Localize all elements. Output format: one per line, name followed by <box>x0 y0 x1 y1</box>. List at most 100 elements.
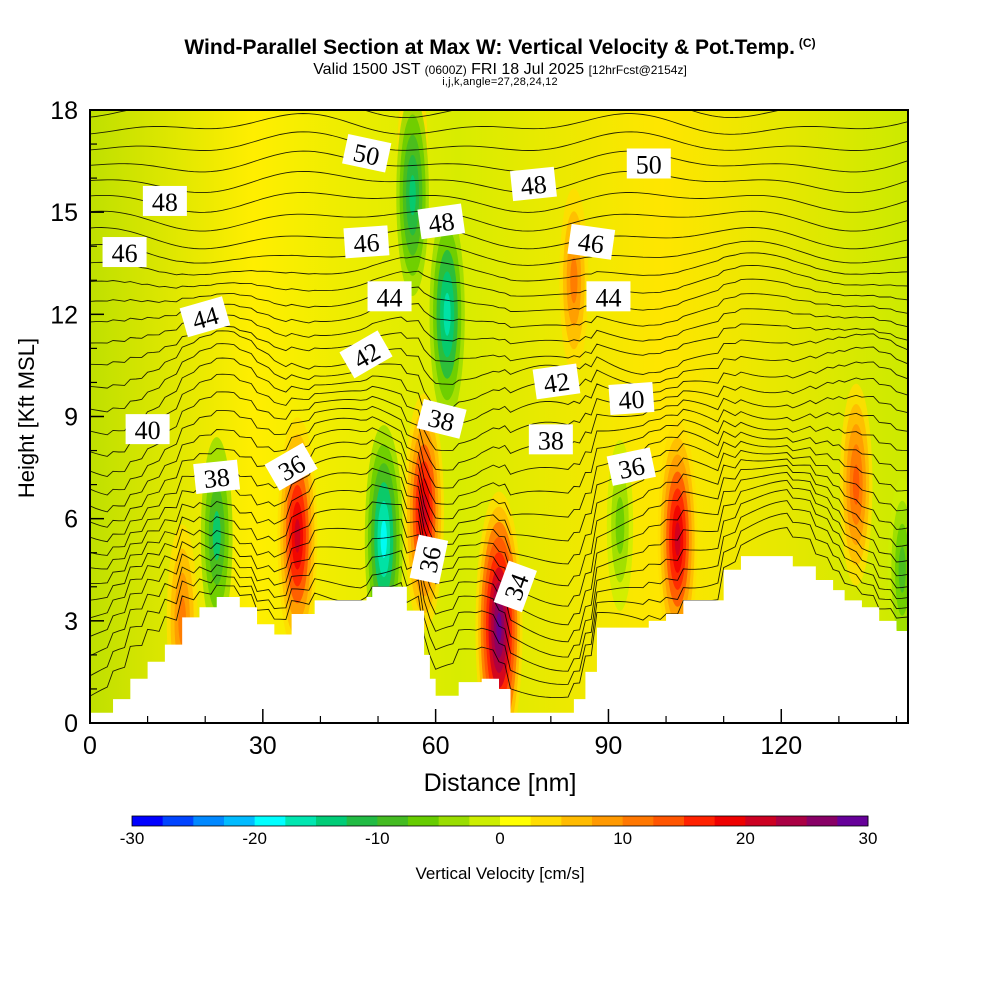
updraft-cell <box>657 420 698 658</box>
contour-label-box <box>264 442 318 491</box>
contour-label-box <box>342 134 392 173</box>
contour-label-box <box>493 560 537 613</box>
contour-label: 44 <box>179 296 231 338</box>
downdraft-cell <box>396 110 429 296</box>
colorbar-swatch <box>285 816 317 826</box>
y-tick-label: 18 <box>50 97 78 125</box>
contour-label: 42 <box>532 363 581 400</box>
contour-label: 48 <box>417 203 466 240</box>
colorbar-swatch <box>622 816 654 826</box>
theta-contour-line <box>90 427 908 528</box>
colorbar-swatch <box>745 816 777 826</box>
theta-contour-line <box>90 416 908 513</box>
velocity-band <box>674 522 681 557</box>
colorbar-tick-label: 30 <box>859 829 878 848</box>
contour-label: 44 <box>586 281 631 312</box>
contour-label-text: 46 <box>112 239 138 268</box>
theta-contour-line <box>90 512 908 685</box>
contour-label: 44 <box>367 281 412 312</box>
contour-label: 46 <box>567 223 616 260</box>
contour-label-text: 44 <box>377 283 403 312</box>
colorbar-swatch <box>530 816 562 826</box>
theta-contour-line <box>90 131 908 151</box>
theta-contour-line <box>90 110 783 119</box>
contour-label: 40 <box>608 381 655 415</box>
theta-contour-line <box>90 471 908 626</box>
colorbar-tick-label: 0 <box>495 829 504 848</box>
contour-label: 36 <box>606 447 656 486</box>
contour-label-box <box>179 296 231 338</box>
colorbar-swatch <box>438 816 470 826</box>
chart-title: Wind-Parallel Section at Max W: Vertical… <box>0 36 1000 60</box>
velocity-band <box>421 494 427 529</box>
colorbar-swatch <box>837 816 869 826</box>
valid-date: FRI 18 Jul 2025 <box>471 61 585 78</box>
x-tick-label: 90 <box>595 732 623 760</box>
y-tick-label: 3 <box>64 608 78 636</box>
colorbar-swatch <box>806 816 838 826</box>
contour-label: 46 <box>343 225 390 259</box>
contour-label-text: 48 <box>519 170 548 202</box>
colorbar-label: Vertical Velocity [cm/s] <box>415 864 585 883</box>
title-text: Wind-Parallel Section at Max W: Vertical… <box>184 36 795 59</box>
velocity-band <box>294 518 301 553</box>
contour-label: 50 <box>342 134 392 173</box>
theta-contour-line <box>90 227 908 250</box>
velocity-band <box>570 257 578 304</box>
contour-label-text: 42 <box>542 367 572 399</box>
colorbar-swatch <box>316 816 348 826</box>
colorbar-tick-label: 20 <box>736 829 755 848</box>
theta-contour-line <box>90 323 908 366</box>
contour-label: 38 <box>193 459 241 495</box>
colorbar-swatch <box>776 816 808 826</box>
grid-indices: i,j,k,angle=27,28,24,12 <box>442 76 558 88</box>
theta-contour-line <box>90 330 908 389</box>
theta-contour-line <box>90 240 908 266</box>
theta-contour-line <box>90 192 908 213</box>
downdraft-cell <box>887 477 908 662</box>
theta-contour-line <box>90 500 908 672</box>
contour-label-box <box>125 414 170 445</box>
contour-label-text: 46 <box>576 227 606 259</box>
contour-label-text: 50 <box>351 138 382 172</box>
colorbar-swatch <box>132 816 164 826</box>
theta-contour-line <box>90 278 908 312</box>
contour-label-box <box>102 237 147 268</box>
velocity-band <box>409 174 416 216</box>
theta-contour-line <box>90 489 908 658</box>
updraft-cell <box>475 491 523 723</box>
contour-label-box <box>528 424 573 455</box>
contour-label-text: 38 <box>202 463 231 495</box>
contour-label: 38 <box>528 424 573 455</box>
velocity-band <box>496 612 502 643</box>
y-tick-label: 9 <box>64 404 78 432</box>
colorbar-tick-label: -10 <box>365 829 390 848</box>
contour-label-box <box>417 203 466 240</box>
contour-label-text: 36 <box>413 544 447 575</box>
contour-label-box <box>142 185 187 216</box>
theta-contour-line <box>90 357 908 436</box>
x-tick-label: 30 <box>249 732 277 760</box>
velocity-band <box>212 511 221 561</box>
y-tick-label: 0 <box>64 710 78 738</box>
colorbar-swatch <box>408 816 440 826</box>
contour-label-box <box>532 363 581 400</box>
contour-label-box <box>626 148 671 179</box>
contour-label-text: 40 <box>135 416 161 445</box>
theta-contour-line <box>90 458 908 587</box>
utc-time: (0600Z) <box>424 63 467 77</box>
colorbar-swatch <box>162 816 194 826</box>
theta-contour-line <box>90 252 908 282</box>
theta-contour-line <box>90 343 908 413</box>
contour-label: 48 <box>142 185 187 217</box>
forecast-info: [12hrFcst@2154z] <box>588 63 687 77</box>
contour-label: 40 <box>125 414 170 445</box>
contour-label: 38 <box>416 399 467 439</box>
colorbar-tick-label: -30 <box>120 829 145 848</box>
theta-contour-line <box>90 150 908 173</box>
contour-label-box <box>193 459 241 495</box>
valid-time: Valid 1500 JST <box>313 61 421 78</box>
